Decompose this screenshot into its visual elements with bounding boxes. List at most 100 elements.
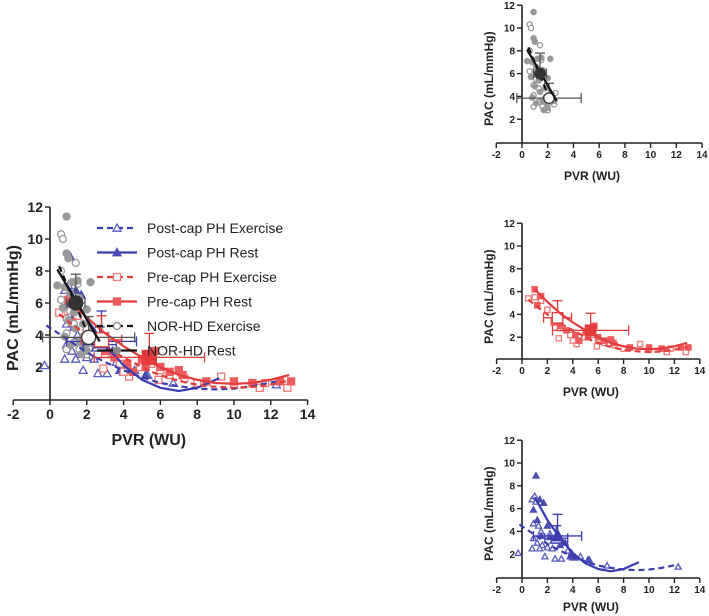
x-tick-label: 10 [643, 585, 655, 596]
y-tick-label: 4 [509, 310, 515, 321]
data-point [575, 337, 583, 344]
legend-item-nor_ex: NOR-HD Exercise [97, 318, 261, 334]
data-point [99, 364, 108, 373]
x-tick-label: 12 [669, 366, 681, 377]
data-point [533, 515, 542, 524]
chart-panel-bottom-right: -2 0 2 4 6 8 10 12 14 2 4 6 8 10 12 PVR (WU) PAC (mL/mmH… [482, 436, 706, 614]
x-tick-label: 4 [570, 585, 576, 596]
fit-line-pre_rest [67, 299, 290, 385]
legend-marker [112, 321, 122, 331]
data-point [58, 234, 68, 244]
data-point [531, 294, 538, 301]
data-point [540, 552, 549, 560]
x-tick-label: 6 [595, 585, 601, 596]
legend-label: Post-cap PH Rest [147, 245, 258, 261]
series-post_ex [514, 491, 683, 570]
y-tick-label: 10 [27, 231, 43, 247]
error-bar-post_rest [532, 513, 583, 542]
x-tick-label: 14 [300, 406, 316, 422]
y-tick-label: 6 [509, 504, 515, 515]
data-point [527, 73, 535, 81]
x-tick-label: 2 [545, 585, 551, 596]
error-bar-nor_rest [532, 52, 548, 80]
x-tick-label: 14 [694, 366, 706, 377]
data-point [526, 68, 533, 75]
x-tick-label: 8 [621, 585, 627, 596]
data-point [674, 562, 683, 570]
y-tick-label: 10 [504, 459, 516, 470]
fit-line-pre_rest [533, 288, 688, 351]
x-tick-label: -2 [7, 406, 20, 422]
legend-marker [111, 247, 123, 257]
y-axis-title: PAC (mL/mmHg) [482, 466, 496, 560]
data-point [540, 106, 548, 114]
mean-marker [584, 324, 597, 337]
x-tick-label: 8 [193, 406, 201, 422]
x-tick-label: 4 [570, 366, 576, 377]
data-point [636, 340, 644, 348]
fit-line-post_ex [518, 523, 679, 572]
data-point [529, 505, 538, 513]
y-tick-label: 2 [509, 115, 515, 126]
y-tick-label: 2 [35, 359, 43, 375]
x-axis-title: PVR (WU) [563, 600, 619, 614]
data-point [514, 548, 523, 557]
data-point [286, 377, 296, 386]
fit-line-post_rest [67, 286, 220, 393]
y-tick-label: 6 [509, 287, 515, 298]
legend-label: NOR-HD Rest [147, 343, 236, 359]
data-point [525, 295, 532, 302]
data-point [536, 88, 544, 96]
x-tick-label: 0 [519, 366, 525, 377]
legend-item-post_rest: Post-cap PH Rest [97, 245, 258, 261]
error-bar-pre_rest [93, 332, 206, 366]
legend-item-pre_rest: Pre-cap PH Rest [97, 294, 252, 310]
x-axis-title: PVR (WU) [563, 385, 619, 399]
legend-label: Post-cap PH Exercise [147, 220, 283, 236]
error-bar-nor_rest [65, 273, 86, 311]
x-tick-label: 2 [83, 406, 91, 422]
x-tick-label: 14 [694, 585, 706, 596]
y-tick-label: 4 [509, 527, 515, 538]
data-point [544, 306, 551, 314]
y-tick-label: 2 [509, 550, 515, 561]
data-point [555, 335, 563, 342]
data-point [92, 368, 103, 378]
data-point [543, 543, 552, 551]
y-tick-label: 2 [509, 333, 515, 344]
data-point [532, 99, 540, 107]
x-axis-title: PVR (WU) [111, 432, 186, 449]
data-point [593, 343, 601, 350]
x-tick-label: 8 [622, 150, 628, 161]
data-point [255, 383, 264, 392]
mean-marker [141, 349, 158, 366]
legend-marker [112, 346, 122, 355]
y-tick-label: 10 [504, 242, 516, 253]
y-tick-label: 12 [504, 436, 516, 447]
data-point [535, 495, 544, 503]
data-point [39, 360, 50, 370]
data-point [77, 350, 86, 359]
mean-marker [68, 295, 84, 311]
x-tick-label: 4 [120, 406, 128, 422]
x-tick-label: 6 [595, 366, 601, 377]
data-point [53, 281, 62, 290]
x-axis-title: PVR (WU) [564, 169, 620, 183]
x-tick-label: 2 [545, 150, 551, 161]
data-point [569, 337, 577, 344]
data-point [56, 295, 66, 304]
data-point [557, 554, 566, 562]
x-tick-label: -2 [492, 150, 501, 161]
x-tick-label: 12 [671, 150, 683, 161]
x-tick-label: 14 [696, 150, 708, 161]
data-point [528, 495, 537, 503]
data-point [216, 372, 226, 381]
legend-marker [112, 297, 122, 306]
legend-label: Pre-cap PH Exercise [147, 269, 277, 285]
y-tick-label: 8 [509, 481, 515, 492]
data-point [70, 353, 81, 363]
data-point [583, 555, 593, 563]
data-point [543, 521, 552, 529]
chart-panel-main: -2 0 2 4 6 8 10 12 14 2 4 6 8 10 12 PVR (WU) PAC (mL/mmH… [5, 199, 316, 449]
